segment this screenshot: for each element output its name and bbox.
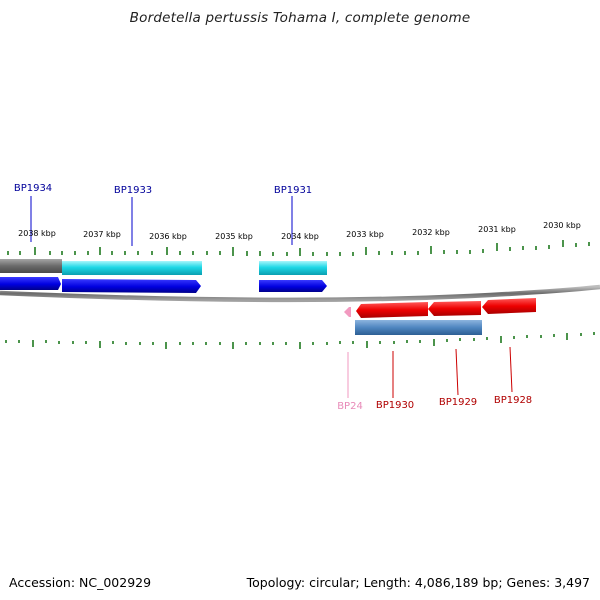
tick-label-2030: 2030 kbp xyxy=(543,221,581,230)
tick-label-2032: 2032 kbp xyxy=(412,228,450,237)
genome-title: Bordetella pertussis Tohama I, complete … xyxy=(129,10,471,26)
tick-label-2036: 2036 kbp xyxy=(149,232,187,241)
label-leader-lines xyxy=(30,196,513,398)
tick-label-2031: 2031 kbp xyxy=(478,225,516,234)
gene-labels: BP1934 BP1933 BP1931 BP24 BP1930 BP1929 … xyxy=(14,183,532,412)
leader-bp1929 xyxy=(455,348,459,396)
gene-label-bp1931[interactable]: BP1931 xyxy=(274,185,312,196)
gene-label-bp1930[interactable]: BP1930 xyxy=(376,400,414,411)
gene-arrow-bp1928[interactable] xyxy=(482,298,536,314)
inner-tick-marks xyxy=(5,332,595,349)
gene-arrow-bp1931[interactable] xyxy=(259,280,327,292)
forward-strand-features xyxy=(0,259,327,293)
gene-label-bp1929[interactable]: BP1929 xyxy=(439,397,477,408)
chromosome-backbone xyxy=(0,284,600,303)
scale-labels: 2038 kbp 2037 kbp 2036 kbp 2035 kbp 2034… xyxy=(18,221,581,241)
gene-arrow-bp1934[interactable] xyxy=(0,277,61,290)
genome-summary: Topology: circular; Length: 4,086,189 bp… xyxy=(246,575,590,590)
gene-arrow-bp1929[interactable] xyxy=(428,301,481,316)
repeat-region xyxy=(0,259,62,273)
gene-label-bp24[interactable]: BP24 xyxy=(337,401,363,412)
cds-bp1933 xyxy=(62,261,202,275)
tick-label-2037: 2037 kbp xyxy=(83,230,121,239)
outer-tick-marks xyxy=(7,240,590,256)
tick-label-2038: 2038 kbp xyxy=(18,229,56,238)
outer-tick-row xyxy=(7,240,590,256)
gene-arrow-bp24[interactable] xyxy=(344,307,351,317)
gene-label-bp1933[interactable]: BP1933 xyxy=(114,185,152,196)
reverse-strand-features xyxy=(344,298,536,335)
cds-bp1930-bp1929 xyxy=(355,320,482,335)
gene-arrow-bp1933[interactable] xyxy=(62,279,201,293)
gene-arrow-bp1930[interactable] xyxy=(356,302,428,318)
tick-label-2035: 2035 kbp xyxy=(215,232,253,241)
tick-label-2033: 2033 kbp xyxy=(346,230,384,239)
inner-tick-row xyxy=(5,332,595,349)
tick-label-2034: 2034 kbp xyxy=(281,232,319,241)
leader-bp1928 xyxy=(509,346,513,393)
cds-bp1931 xyxy=(259,261,327,275)
accession-label: Accession: NC_002929 xyxy=(9,575,152,590)
gene-label-bp1928[interactable]: BP1928 xyxy=(494,395,532,406)
gene-label-bp1934[interactable]: BP1934 xyxy=(14,183,52,194)
